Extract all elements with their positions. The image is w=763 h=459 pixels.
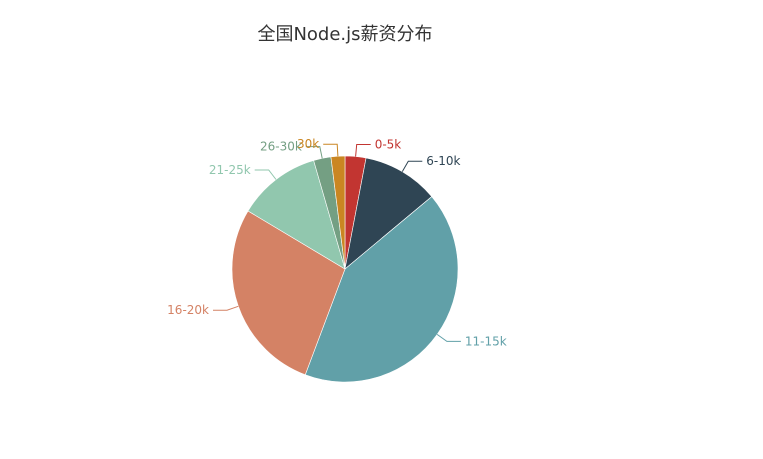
slice-label-11-15k: 11-15k — [465, 334, 507, 348]
leader-line-30k — [323, 143, 339, 157]
leader-line-6-10k — [401, 160, 423, 172]
pie-slice-30k[interactable] — [330, 155, 346, 270]
slice-label-21-25k: 21-25k — [209, 163, 251, 177]
pie-slice-21-25k[interactable] — [247, 160, 346, 270]
label-leader-lines — [213, 143, 461, 342]
slice-label-26-30k: 26-30k — [260, 140, 302, 154]
pie-slice-16-20k[interactable] — [231, 210, 346, 376]
leader-line-26-30k — [305, 146, 323, 159]
slice-label-0-5k: 0-5k — [375, 138, 402, 152]
leader-line-11-15k — [436, 333, 461, 342]
slice-label-30k: 30k — [297, 137, 319, 151]
leader-line-16-20k — [213, 305, 239, 311]
slice-label-16-20k: 16-20k — [167, 303, 209, 317]
chart-title: 全国Node.js薪资分布 — [257, 24, 433, 45]
leader-line-21-25k — [254, 169, 277, 180]
pie-slice-6-10k[interactable] — [344, 157, 433, 270]
pie-slices — [231, 155, 459, 383]
leader-line-0-5k — [355, 144, 371, 157]
slice-label-6-10k: 6-10k — [426, 154, 460, 168]
